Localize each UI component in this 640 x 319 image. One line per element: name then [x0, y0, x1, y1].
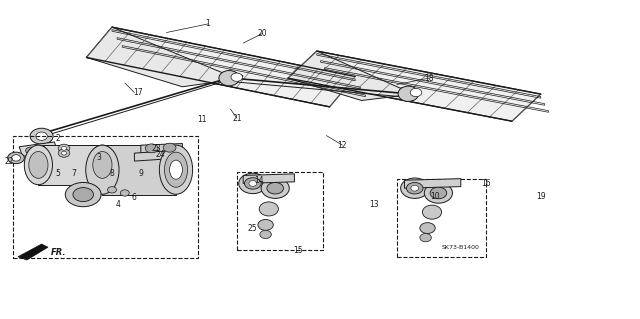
Ellipse shape [430, 187, 447, 199]
Polygon shape [18, 244, 48, 260]
Text: 6: 6 [132, 193, 137, 202]
Ellipse shape [267, 182, 284, 194]
Bar [397, 179, 486, 257]
Text: 22: 22 [5, 157, 14, 166]
Ellipse shape [30, 128, 53, 144]
Polygon shape [86, 27, 355, 107]
Bar [13, 136, 198, 258]
Ellipse shape [145, 144, 158, 153]
Text: 15: 15 [292, 246, 303, 255]
Text: 2: 2 [55, 134, 60, 143]
Text: 1: 1 [205, 19, 211, 28]
Text: SK73-B1400: SK73-B1400 [442, 245, 479, 250]
Text: FR.: FR. [51, 248, 66, 256]
Text: 16: 16 [481, 179, 492, 188]
Ellipse shape [406, 182, 423, 194]
Text: 3: 3 [97, 153, 102, 162]
Ellipse shape [12, 155, 20, 161]
Polygon shape [141, 144, 182, 153]
Ellipse shape [58, 144, 70, 152]
Polygon shape [19, 142, 58, 156]
Polygon shape [404, 179, 461, 188]
Ellipse shape [249, 181, 257, 186]
Polygon shape [86, 27, 243, 87]
Polygon shape [102, 145, 176, 195]
Text: 25: 25 [248, 224, 258, 233]
Text: 21: 21 [232, 114, 241, 122]
Ellipse shape [24, 145, 52, 185]
Ellipse shape [65, 182, 101, 207]
Polygon shape [243, 174, 294, 183]
Ellipse shape [258, 219, 273, 230]
Ellipse shape [260, 230, 271, 239]
Text: 8: 8 [109, 169, 115, 178]
Ellipse shape [29, 152, 48, 178]
Text: 17: 17 [132, 88, 143, 97]
Text: 11: 11 [197, 115, 206, 124]
Ellipse shape [36, 132, 47, 140]
Ellipse shape [164, 152, 188, 187]
Text: 4: 4 [116, 200, 121, 209]
Text: 5: 5 [55, 169, 60, 178]
Ellipse shape [261, 178, 289, 198]
Ellipse shape [93, 152, 112, 178]
Text: 13: 13 [369, 200, 380, 209]
Ellipse shape [259, 202, 278, 216]
Text: 24: 24 [155, 150, 165, 159]
Ellipse shape [163, 143, 176, 152]
Ellipse shape [58, 149, 70, 157]
Ellipse shape [410, 88, 422, 97]
Ellipse shape [159, 145, 193, 194]
Polygon shape [134, 150, 182, 161]
Ellipse shape [37, 146, 46, 152]
Ellipse shape [411, 185, 419, 191]
Ellipse shape [424, 183, 452, 203]
Polygon shape [288, 51, 541, 121]
Ellipse shape [420, 223, 435, 234]
Ellipse shape [401, 178, 429, 198]
Ellipse shape [422, 205, 442, 219]
Ellipse shape [73, 188, 93, 202]
Ellipse shape [244, 178, 261, 189]
Text: 20: 20 [257, 29, 268, 38]
Ellipse shape [108, 187, 116, 193]
Text: 23: 23 [152, 144, 162, 153]
Text: 14: 14 [254, 176, 264, 185]
Ellipse shape [61, 146, 67, 150]
Ellipse shape [231, 73, 243, 81]
Bar [237, 172, 323, 250]
Ellipse shape [239, 173, 267, 194]
Polygon shape [288, 51, 419, 100]
Ellipse shape [219, 70, 239, 86]
Polygon shape [38, 145, 102, 185]
Text: 19: 19 [536, 192, 546, 201]
Text: 10: 10 [430, 192, 440, 201]
Ellipse shape [86, 145, 119, 194]
Ellipse shape [61, 151, 67, 155]
Ellipse shape [8, 152, 24, 164]
Text: 7: 7 [71, 169, 76, 178]
Text: 9: 9 [138, 169, 143, 178]
Ellipse shape [88, 145, 116, 185]
Text: 18: 18 [424, 74, 433, 83]
Ellipse shape [420, 234, 431, 242]
Ellipse shape [170, 160, 182, 179]
Text: 12: 12 [338, 141, 347, 150]
Ellipse shape [26, 147, 36, 154]
Ellipse shape [398, 86, 419, 101]
Ellipse shape [120, 190, 129, 196]
